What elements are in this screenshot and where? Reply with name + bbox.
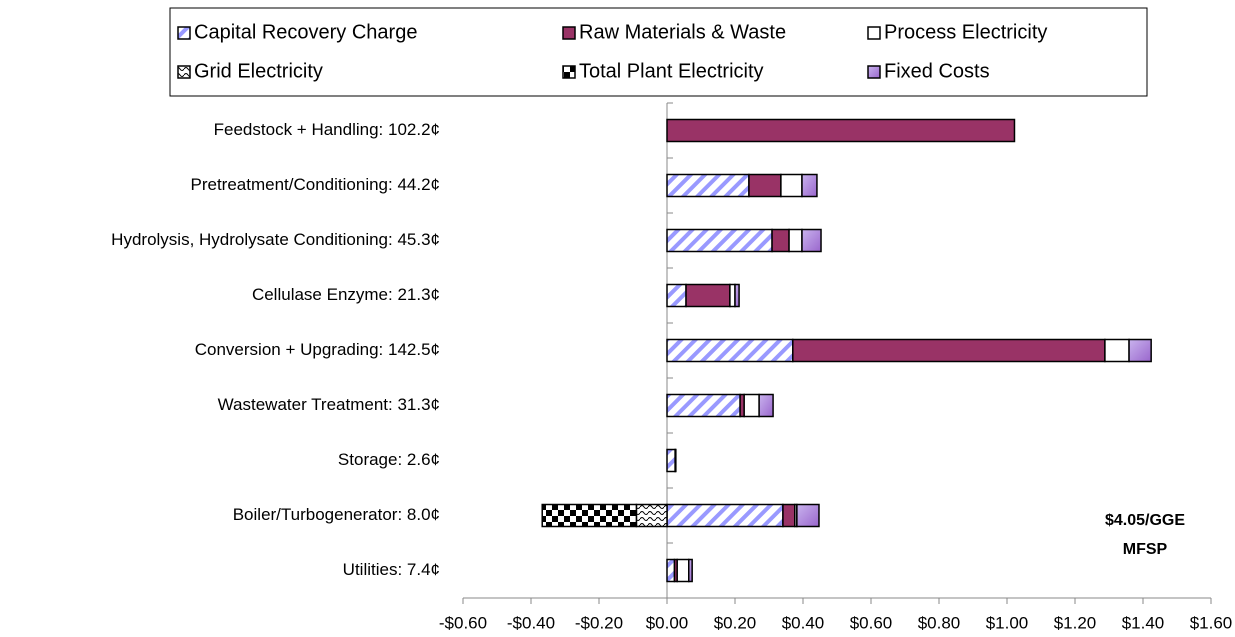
y-tick-label: Boiler/Turbogenerator: 8.0¢ [233,505,440,524]
x-tick-label: -$0.40 [507,613,555,632]
legend-label: Grid Electricity [194,60,323,82]
bar-segment [801,228,822,253]
bar-segment [1104,338,1130,363]
bar-segment [792,338,1106,363]
y-tick-label: Hydrolysis, Hydrolysate Conditioning: 45… [111,230,440,249]
legend-label: Process Electricity [884,21,1047,43]
bar-segment [666,448,676,473]
bar-segment [729,283,736,308]
bar-segment [771,228,790,253]
y-tick-label: Feedstock + Handling: 102.2¢ [214,120,440,139]
bar-segment [685,283,731,308]
bar-segment [734,283,740,308]
annotation: $4.05/GGE [1105,512,1185,529]
bar-segment [748,173,782,198]
x-tick-label: $1.20 [1054,613,1097,632]
bar-segment [758,393,774,418]
annotation: MFSP [1123,541,1168,558]
bar-segment [666,228,773,253]
bar-segment [666,283,687,308]
bar-segment [666,393,741,418]
x-tick-label: $0.20 [714,613,757,632]
legend-label: Capital Recovery Charge [194,21,417,43]
bar-segment [674,448,677,473]
x-tick-label: $1.00 [986,613,1029,632]
legend-label: Raw Materials & Waste [579,21,786,43]
bar-segment [788,228,803,253]
x-tick-label: -$0.20 [575,613,623,632]
bar-segment [796,503,820,528]
bar-segment [666,558,676,583]
bar-segment [1128,338,1152,363]
x-tick-label: $1.60 [1190,613,1233,632]
legend-label: Total Plant Electricity [579,60,764,82]
legend-marker [562,65,576,79]
x-tick-label: -$0.60 [439,613,487,632]
bar-segment [666,118,1016,143]
bar-segment [688,558,693,583]
bar-segment [666,338,794,363]
x-tick-label: $0.80 [918,613,961,632]
bar-segment [541,503,638,528]
y-tick-label: Wastewater Treatment: 31.3¢ [218,395,440,414]
legend-marker [177,26,191,40]
y-tick-label: Cellulase Enzyme: 21.3¢ [252,285,440,304]
x-tick-label: $1.40 [1122,613,1165,632]
legend-marker [867,65,881,79]
legend-marker [867,26,881,40]
bar-segment [666,173,750,198]
bar-segment [635,503,668,528]
bar-segment [676,558,690,583]
y-tick-label: Storage: 2.6¢ [338,450,440,469]
bar-segment [743,393,760,418]
y-tick-label: Conversion + Upgrading: 142.5¢ [195,340,440,359]
legend-label: Fixed Costs [884,60,990,82]
y-tick-label: Pretreatment/Conditioning: 44.2¢ [191,175,441,194]
bar-segment [666,503,784,528]
x-tick-label: $0.60 [850,613,893,632]
legend-marker [562,26,576,40]
bar-segment [780,173,803,198]
y-tick-label: Utilities: 7.4¢ [343,560,440,579]
x-tick-label: $0.40 [782,613,825,632]
bar-segment [782,503,796,528]
x-tick-label: $0.00 [646,613,689,632]
legend-box [169,7,1148,97]
legend-marker [177,65,191,79]
bar-segment [801,173,818,198]
